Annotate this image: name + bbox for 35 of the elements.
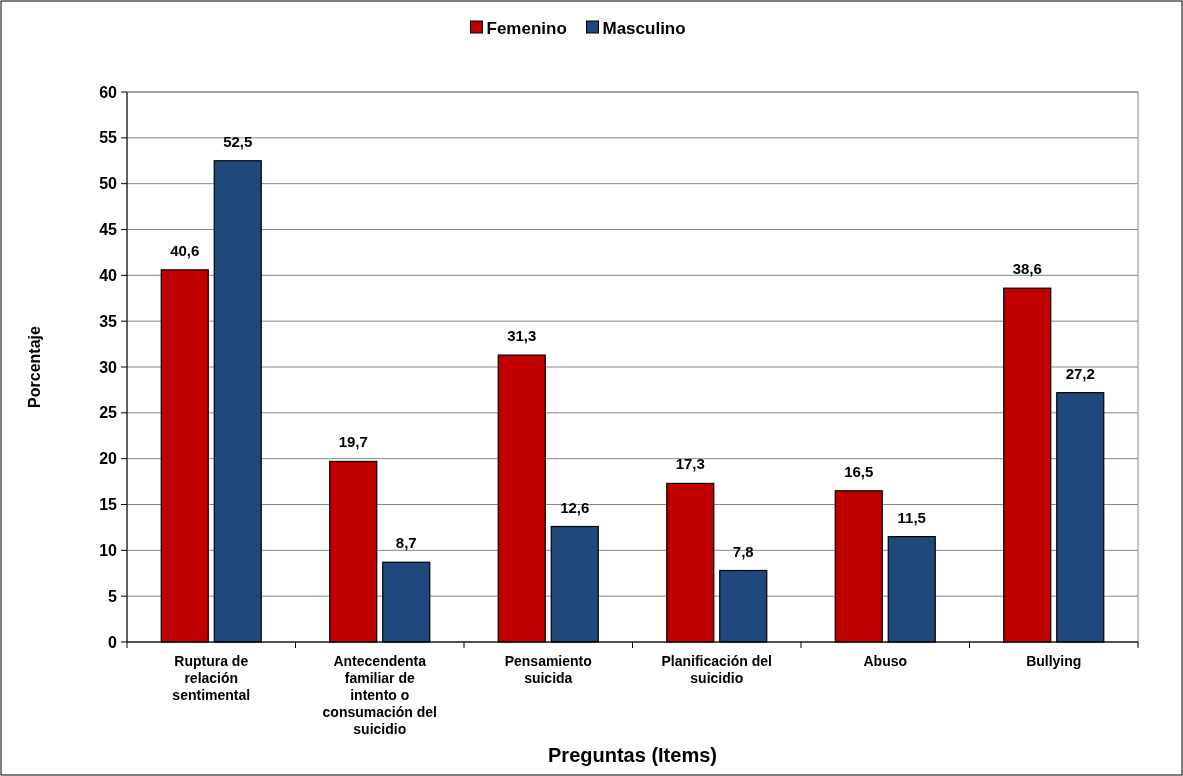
- x-tick-label: Planificación del suicidio: [661, 653, 772, 686]
- data-label: 31,3: [507, 327, 537, 345]
- data-label: 40,6: [170, 241, 200, 259]
- y-tick-label: 40: [99, 266, 118, 284]
- y-tick-label: 60: [99, 83, 118, 101]
- data-label: 8,7: [395, 534, 417, 552]
- x-axis-title: Preguntas (Items): [548, 744, 717, 766]
- y-tick-label: 10: [99, 541, 118, 559]
- data-label: 7,8: [732, 542, 754, 560]
- data-label: 16,5: [844, 462, 874, 480]
- data-label: 12,6: [560, 498, 590, 516]
- y-axis-title: Porcentaje: [26, 325, 43, 408]
- legend-label: Masculino: [602, 18, 686, 38]
- y-tick-label: 20: [99, 450, 118, 468]
- y-tick-label: 15: [99, 496, 118, 514]
- data-label: 27,2: [1065, 364, 1095, 382]
- data-label: 38,6: [1012, 260, 1042, 278]
- y-tick-label: 55: [99, 129, 118, 147]
- y-tick-label: 5: [108, 587, 118, 605]
- x-tick-label: Antecendenta familiar de intento o consumación del suicidio: [322, 653, 437, 737]
- data-label: 11,5: [897, 508, 926, 526]
- data-label: 19,7: [338, 433, 368, 451]
- x-tick-label: Abuso: [863, 653, 908, 669]
- data-label: 52,5: [223, 132, 253, 150]
- y-tick-label: 30: [99, 358, 118, 376]
- y-tick-label: 0: [108, 633, 118, 651]
- data-label: 17,3: [675, 455, 705, 473]
- x-tick-label: Pensamiento suicida: [504, 653, 592, 686]
- y-tick-label: 50: [99, 175, 118, 193]
- x-tick-label: Ruptura de relación sentimental: [172, 653, 251, 703]
- y-tick-label: 45: [99, 221, 118, 239]
- x-tick-label: Bullying: [1026, 653, 1082, 669]
- y-tick-label: 35: [99, 312, 118, 330]
- legend-label: Femenino: [486, 18, 567, 38]
- y-tick-label: 25: [99, 404, 118, 422]
